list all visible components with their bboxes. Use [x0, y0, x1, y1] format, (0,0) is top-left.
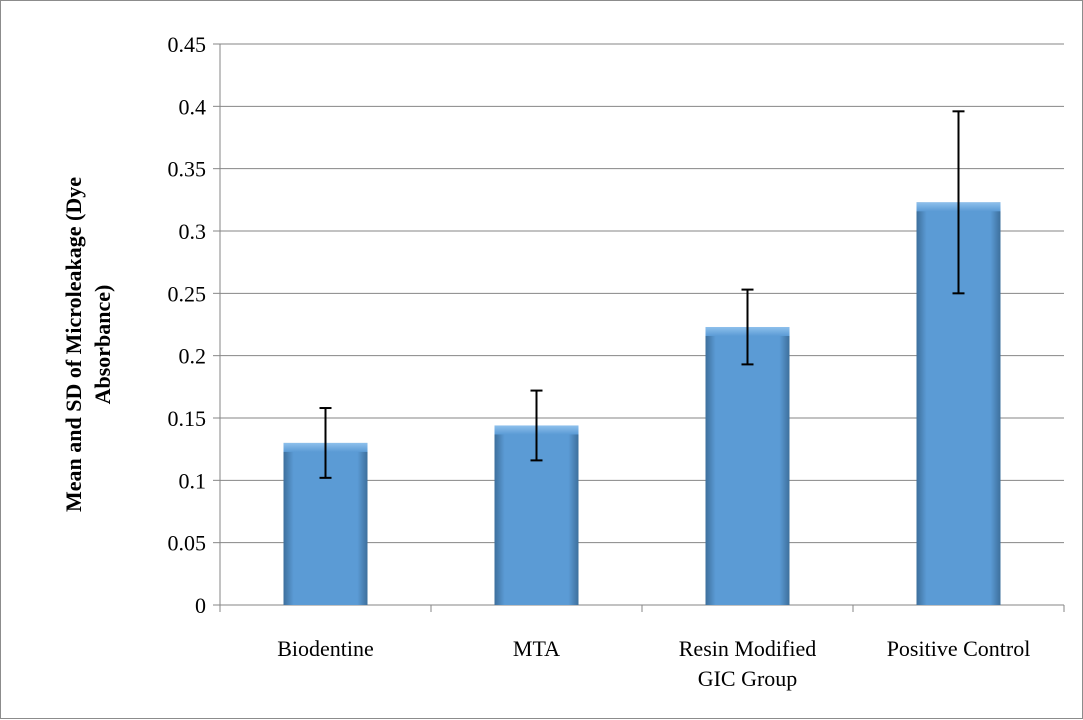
x-category-label: Resin Modified GIC Group: [679, 636, 817, 691]
y-tick-label: 0.05: [168, 531, 207, 556]
bar-body: [705, 326, 790, 605]
y-tick-labels: 0 0.05 0.1 0.15 0.2 0.25 0.3 0.35 0.4 0.45: [168, 32, 207, 618]
y-axis-label: Mean and SD of Microleakage (Dye Absorban…: [61, 177, 115, 512]
y-tick-label: 0.1: [179, 468, 207, 493]
y-tick-label: 0.25: [168, 281, 207, 306]
y-tick-label: 0.4: [179, 94, 207, 119]
bar-3: [705, 326, 790, 605]
error-bar-1: [319, 407, 332, 479]
error-bars: [319, 110, 965, 479]
y-axis-title: Mean and SD of Microleakage (Dye Absorban…: [61, 177, 115, 512]
y-tick-label: 0.2: [179, 344, 207, 369]
y-tick-label: 0.3: [179, 219, 207, 244]
y-tick-label: 0.35: [168, 157, 207, 182]
y-tick-label: 0: [195, 593, 206, 618]
x-category-label: MTA: [513, 636, 560, 661]
y-tick-label: 0.45: [168, 32, 207, 57]
error-bar-4: [952, 110, 965, 295]
x-category-labels: Biodentine MTA Resin Modified GIC Group Posi…: [277, 636, 1030, 691]
error-bar-2: [530, 389, 543, 462]
bars: [283, 202, 1001, 605]
x-category-label: Biodentine: [277, 636, 374, 661]
x-category-label: Positive Control: [887, 636, 1031, 661]
error-bar-3: [741, 288, 754, 366]
y-tick-label: 0.15: [168, 406, 207, 431]
